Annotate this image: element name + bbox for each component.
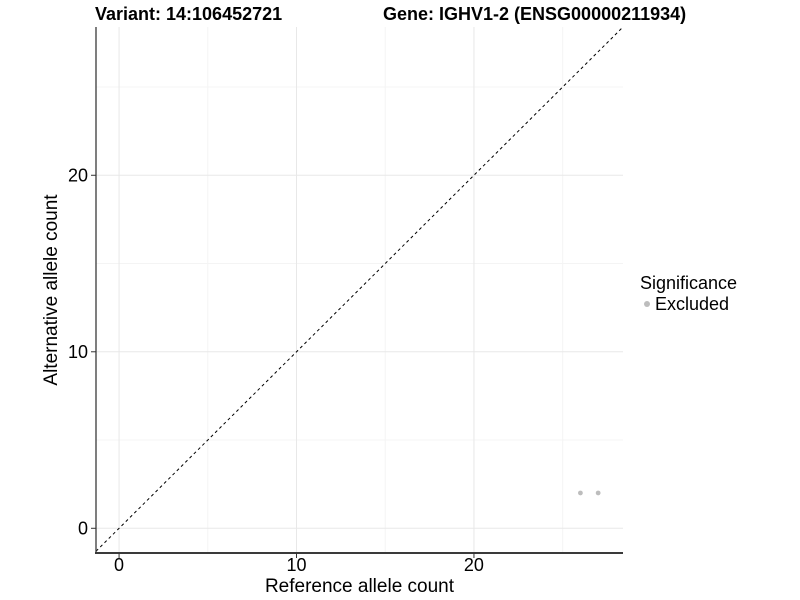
legend-item-label: Excluded — [655, 293, 730, 314]
plot-title-row: Variant: 14:106452721 Gene: IGHV1-2 (ENS… — [0, 4, 800, 26]
y-tick-label: 20 — [68, 165, 88, 185]
legend-item-excluded: Excluded — [638, 293, 737, 314]
y-axis-title: Alternative allele count — [41, 194, 62, 386]
excluded-point-icon — [643, 301, 650, 308]
legend-title: Significance — [640, 273, 738, 293]
data-point-excluded — [578, 490, 583, 496]
legend-key — [638, 296, 655, 313]
data-point-excluded — [595, 490, 601, 496]
y-tick-label: 10 — [68, 342, 88, 362]
x-axis-title: Reference allele count — [264, 576, 455, 597]
identity-dashed-line — [95, 26, 624, 552]
y-tick-label: 0 — [78, 518, 88, 538]
gene-title: Gene: IGHV1-2 (ENSG00000211934) — [383, 4, 687, 24]
variant-title: Variant: 14:106452721 — [95, 4, 283, 24]
legend: Significance Excluded — [638, 274, 737, 314]
x-tick-label: 0 — [114, 555, 124, 575]
x-tick-label: 20 — [464, 555, 484, 575]
x-tick-label: 10 — [286, 555, 306, 575]
